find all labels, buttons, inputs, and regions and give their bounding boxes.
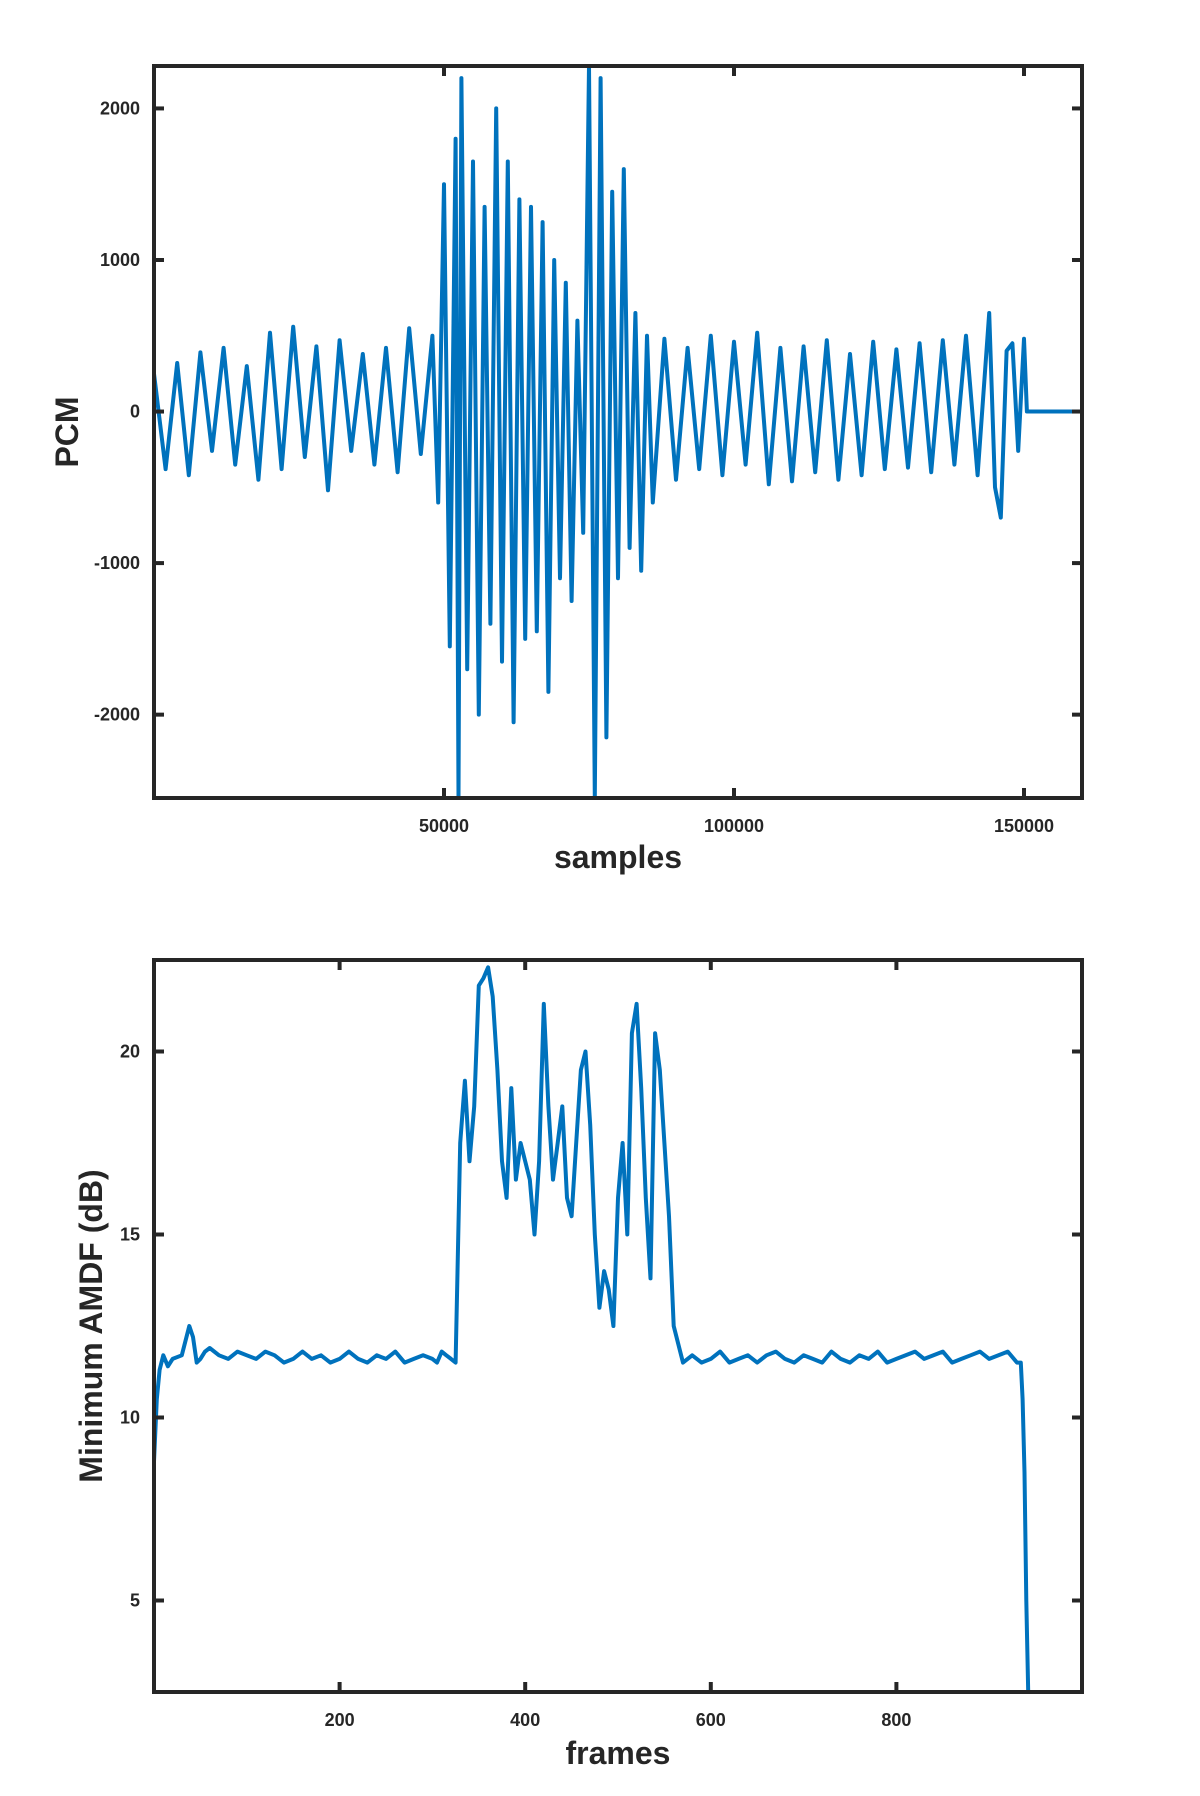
pcm-waveform-line xyxy=(152,64,1082,800)
pcm-y-tick-label: 0 xyxy=(130,402,140,422)
pcm-ticks: 50000 100000 150000 -2000 -1000 0 1000 2000 xyxy=(94,66,1082,836)
amdf-x-tick-label: 600 xyxy=(696,1710,726,1730)
amdf-y-axis-label: Minimum AMDF (dB) xyxy=(73,1169,109,1482)
pcm-panel: 50000 100000 150000 -2000 -1000 0 1000 2000 sam… xyxy=(49,64,1084,875)
pcm-x-tick-label: 50000 xyxy=(419,816,469,836)
pcm-y-tick-label: 1000 xyxy=(100,250,140,270)
amdf-x-tick-label: 200 xyxy=(325,1710,355,1730)
pcm-axes-frame xyxy=(152,64,1084,800)
amdf-y-tick-label: 10 xyxy=(120,1408,140,1428)
pcm-y-tick-label: -1000 xyxy=(94,553,140,573)
pcm-y-tick-label: 2000 xyxy=(100,98,140,118)
amdf-ticks: 200 400 600 800 5 10 15 20 xyxy=(120,960,1082,1730)
pcm-x-axis-label: samples xyxy=(554,839,682,875)
amdf-y-tick-label: 5 xyxy=(130,1591,140,1611)
amdf-y-tick-label: 20 xyxy=(120,1042,140,1062)
amdf-axes-frame xyxy=(152,958,1084,1694)
amdf-panel: 200 400 600 800 5 10 15 20 frames Minimum AMDF … xyxy=(73,958,1084,1771)
amdf-x-tick-label: 800 xyxy=(881,1710,911,1730)
pcm-x-tick-label: 100000 xyxy=(704,816,764,836)
amdf-x-axis-label: frames xyxy=(566,1735,671,1771)
amdf-x-tick-label: 400 xyxy=(510,1710,540,1730)
pcm-y-tick-label: -2000 xyxy=(94,705,140,725)
amdf-y-tick-label: 15 xyxy=(120,1225,140,1245)
pcm-y-axis-label: PCM xyxy=(49,396,85,467)
pcm-x-tick-label: 150000 xyxy=(994,816,1054,836)
amdf-line xyxy=(152,965,1031,1693)
